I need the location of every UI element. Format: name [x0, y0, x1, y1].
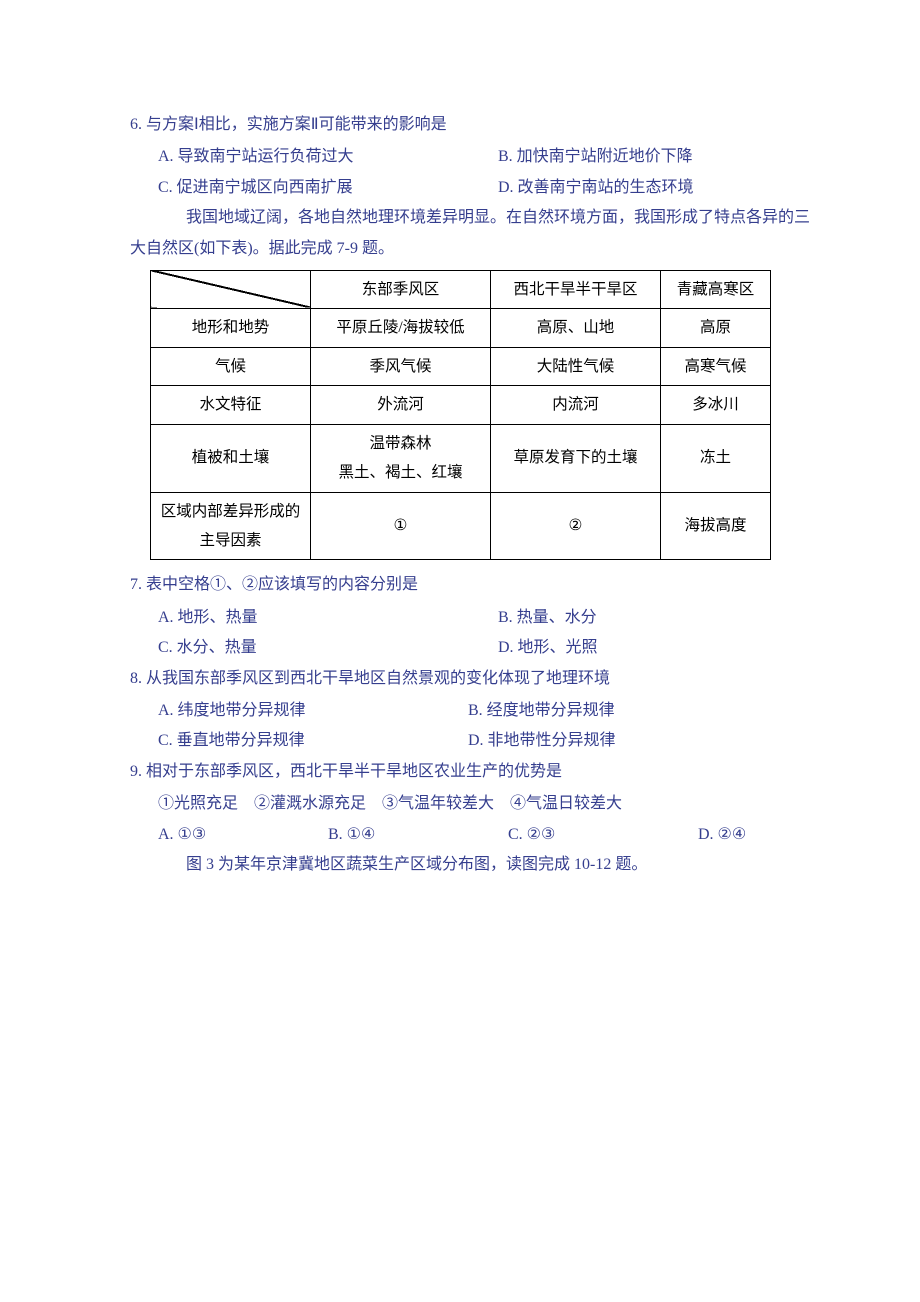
- cell: 多冰川: [661, 386, 771, 424]
- cell: 外流河: [311, 386, 491, 424]
- row-label: 气候: [151, 347, 311, 385]
- q7-stem: 7. 表中空格①、②应该填写的内容分别是: [130, 570, 810, 600]
- row-label: 水文特征: [151, 386, 311, 424]
- q9-opt-d[interactable]: D. ②④: [698, 820, 746, 850]
- q7-opt-d[interactable]: D. 地形、光照: [498, 633, 598, 663]
- cell: ①: [311, 492, 491, 560]
- q8-opt-b[interactable]: B. 经度地带分异规律: [468, 696, 615, 726]
- cell: 平原丘陵/海拔较低: [311, 309, 491, 347]
- row-label: 植被和土壤: [151, 424, 311, 492]
- cell: 季风气候: [311, 347, 491, 385]
- q9-stem: 9. 相对于东部季风区，西北干旱半干旱地区农业生产的优势是: [130, 757, 810, 787]
- q6-opt-a[interactable]: A. 导致南宁站运行负荷过大: [158, 142, 498, 172]
- row-label: 地形和地势: [151, 309, 311, 347]
- q7-opt-b[interactable]: B. 热量、水分: [498, 603, 597, 633]
- q9-sub: ①光照充足 ②灌溉水源充足 ③气温年较差大 ④气温日较差大: [130, 789, 810, 819]
- cell: 高原、山地: [491, 309, 661, 347]
- q7-opt-a[interactable]: A. 地形、热量: [158, 603, 498, 633]
- cell: 内流河: [491, 386, 661, 424]
- table-corner: [151, 270, 311, 308]
- q6-opt-d[interactable]: D. 改善南宁南站的生态环境: [498, 173, 694, 203]
- q7-opt-c[interactable]: C. 水分、热量: [158, 633, 498, 663]
- th-qz: 青藏高寒区: [661, 270, 771, 308]
- q9-opt-a[interactable]: A. ①③: [158, 820, 328, 850]
- cell-multiline: 温带森林 黑土、褐土、红壤: [311, 424, 491, 492]
- q8-opt-d[interactable]: D. 非地带性分异规律: [468, 726, 616, 756]
- cell: ②: [491, 492, 661, 560]
- th-nw: 西北干旱半干旱区: [491, 270, 661, 308]
- intro-7-9: 我国地域辽阔，各地自然地理环境差异明显。在自然环境方面，我国形成了特点各异的三大…: [130, 203, 810, 264]
- q6-stem: 6. 与方案Ⅰ相比，实施方案Ⅱ可能带来的影响是: [130, 110, 810, 140]
- q9-opt-c[interactable]: C. ②③: [508, 820, 698, 850]
- regions-table: 东部季风区 西北干旱半干旱区 青藏高寒区 地形和地势 平原丘陵/海拔较低 高原、…: [150, 270, 771, 561]
- q8-stem: 8. 从我国东部季风区到西北干旱地区自然景观的变化体现了地理环境: [130, 664, 810, 694]
- cell: 草原发育下的土壤: [491, 424, 661, 492]
- cell: 高寒气候: [661, 347, 771, 385]
- q8-opt-c[interactable]: C. 垂直地带分异规律: [158, 726, 468, 756]
- cell: 大陆性气候: [491, 347, 661, 385]
- cell: 冻土: [661, 424, 771, 492]
- q6-opt-c[interactable]: C. 促进南宁城区向西南扩展: [158, 173, 498, 203]
- cell: 高原: [661, 309, 771, 347]
- q6-opt-b[interactable]: B. 加快南宁站附近地价下降: [498, 142, 693, 172]
- row-label: 区域内部差异形成的主导因素: [151, 492, 311, 560]
- caption-10-12: 图 3 为某年京津冀地区蔬菜生产区域分布图，读图完成 10-12 题。: [130, 850, 810, 880]
- q8-opt-a[interactable]: A. 纬度地带分异规律: [158, 696, 468, 726]
- th-east: 东部季风区: [311, 270, 491, 308]
- cell: 海拔高度: [661, 492, 771, 560]
- q9-opt-b[interactable]: B. ①④: [328, 820, 508, 850]
